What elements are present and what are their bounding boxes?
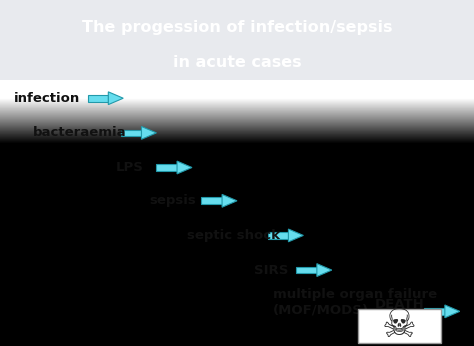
Bar — [156, 164, 177, 171]
Bar — [424, 308, 445, 315]
Bar — [296, 267, 317, 273]
Text: ☠: ☠ — [382, 307, 417, 345]
Polygon shape — [222, 194, 237, 207]
Text: The progession of infection/sepsis: The progession of infection/sepsis — [82, 20, 392, 35]
Bar — [201, 198, 222, 204]
Polygon shape — [141, 127, 156, 139]
FancyBboxPatch shape — [358, 309, 441, 343]
Bar — [268, 232, 288, 239]
Text: septic shock: septic shock — [187, 229, 280, 242]
Text: infection: infection — [14, 92, 81, 105]
Polygon shape — [288, 229, 303, 242]
Text: LPS: LPS — [116, 161, 144, 174]
Text: in acute cases: in acute cases — [173, 55, 301, 70]
Bar — [88, 95, 108, 102]
Bar — [121, 129, 141, 136]
Text: sepsis: sepsis — [149, 194, 196, 207]
Polygon shape — [108, 92, 123, 104]
Text: bacteraemia: bacteraemia — [33, 126, 127, 139]
Polygon shape — [317, 264, 332, 276]
Polygon shape — [445, 305, 460, 318]
Text: multiple organ failure
(MOF/MODS): multiple organ failure (MOF/MODS) — [273, 288, 437, 316]
Text: DEATH: DEATH — [374, 298, 424, 311]
Text: SIRS: SIRS — [254, 264, 288, 276]
Polygon shape — [177, 161, 192, 174]
